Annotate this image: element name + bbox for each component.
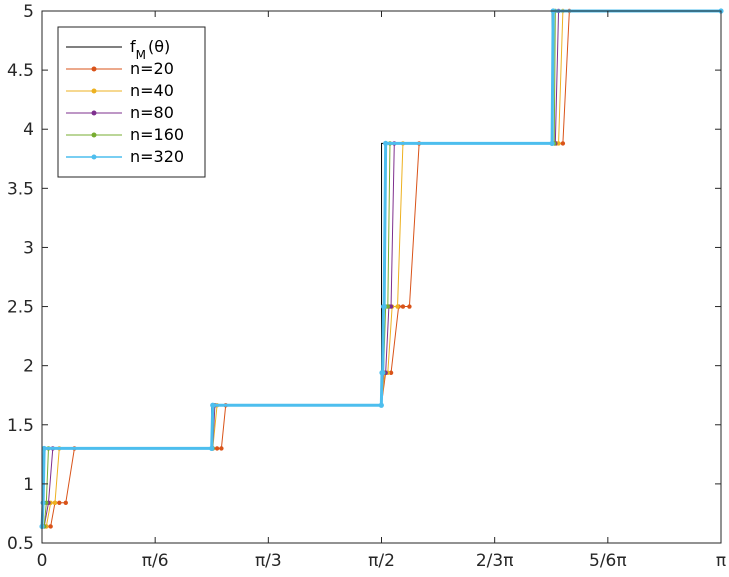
legend-label: n=320 [130, 147, 184, 166]
data-point [556, 141, 561, 146]
data-point [388, 304, 394, 309]
y-tick-label: 1.5 [7, 416, 34, 436]
legend-label-subscript: M [136, 48, 146, 62]
data-point [41, 445, 47, 452]
legend-label: n=80 [130, 103, 174, 122]
y-tick-label: 0.5 [7, 534, 34, 554]
data-point [560, 141, 566, 146]
data-point [388, 370, 394, 375]
legend-label-main: f [130, 37, 136, 56]
data-point [385, 304, 391, 309]
data-point [219, 446, 224, 451]
legend-label: n=40 [130, 81, 174, 100]
legend-marker [91, 88, 97, 94]
data-point [48, 524, 53, 529]
data-point [209, 445, 215, 452]
x-tick-label: 0 [37, 551, 48, 571]
data-point [210, 402, 216, 408]
y-tick-label: 3.5 [7, 179, 34, 199]
data-point [407, 304, 412, 309]
x-tick-label: π [716, 551, 726, 571]
data-point [395, 304, 400, 309]
y-tick-label: 4 [23, 120, 34, 140]
data-point [57, 500, 62, 506]
legend-box [57, 26, 206, 178]
y-tick-label: 5 [23, 2, 34, 22]
data-point [52, 500, 58, 506]
legend-marker [91, 110, 97, 116]
x-tick-label: 2/3π [476, 551, 514, 571]
legend-marker [91, 132, 97, 138]
data-point [400, 304, 406, 309]
data-point [381, 303, 387, 310]
legend-label: n=160 [130, 125, 184, 144]
y-tick-label: 2 [23, 357, 34, 377]
legend-marker [91, 66, 97, 72]
y-tick-label: 2.5 [7, 298, 34, 318]
data-point [63, 500, 68, 506]
data-point [380, 370, 386, 376]
data-point [378, 402, 384, 408]
data-point [214, 446, 220, 451]
data-point [40, 500, 46, 506]
data-point [383, 140, 389, 147]
x-tick-label: π/3 [255, 551, 282, 571]
y-tick-label: 4.5 [7, 61, 34, 81]
data-point [549, 140, 555, 147]
legend-label: fM (θ) [130, 37, 170, 62]
plot-area [39, 8, 724, 530]
legend-label: n=20 [130, 59, 174, 78]
legend-label-suffix: (θ) [148, 37, 170, 56]
y-tick-label: 3 [23, 238, 34, 258]
y-tick-label: 1 [23, 475, 34, 495]
x-tick-label: π/2 [368, 551, 395, 571]
x-tick-label: π/6 [142, 551, 169, 571]
axes: 0 π/6 π/3 π/2 2/3π 5/6π π 0.5 1 1.5 2 2.5 3 3.5 4 4.5 5 [7, 2, 726, 571]
x-tick-label: 5/6π [589, 551, 627, 571]
legend-marker [91, 154, 97, 160]
